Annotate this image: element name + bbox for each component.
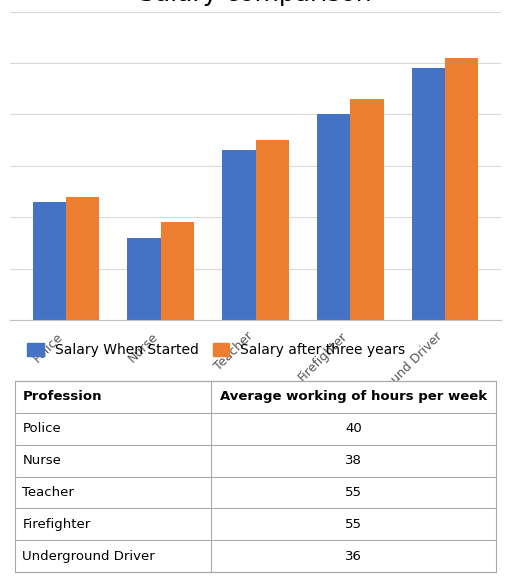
Text: 38: 38 [345, 454, 362, 467]
Bar [412, 68, 445, 320]
Text: Nurse: Nurse [22, 454, 61, 467]
Title: Salary comparison: Salary comparison [139, 0, 372, 6]
Bar [33, 202, 66, 320]
Bar [127, 238, 160, 320]
Text: 55: 55 [345, 486, 362, 499]
Text: Average working of hours per week: Average working of hours per week [220, 390, 487, 403]
Bar [256, 140, 289, 320]
Bar [351, 99, 384, 320]
Bar [445, 58, 478, 320]
Text: Underground Driver: Underground Driver [22, 550, 155, 563]
Text: Firefighter: Firefighter [22, 518, 91, 531]
Legend: Salary When Started, Salary after three years: Salary When Started, Salary after three … [27, 343, 405, 357]
Text: Profession: Profession [22, 390, 102, 403]
Text: 36: 36 [345, 550, 362, 563]
Text: 55: 55 [345, 518, 362, 531]
Text: 40: 40 [345, 422, 362, 435]
Bar [222, 151, 256, 320]
Bar [66, 197, 99, 320]
Bar [317, 114, 351, 320]
FancyBboxPatch shape [15, 381, 496, 572]
Bar [160, 223, 194, 320]
Text: Teacher: Teacher [22, 486, 75, 499]
Text: Police: Police [22, 422, 61, 435]
